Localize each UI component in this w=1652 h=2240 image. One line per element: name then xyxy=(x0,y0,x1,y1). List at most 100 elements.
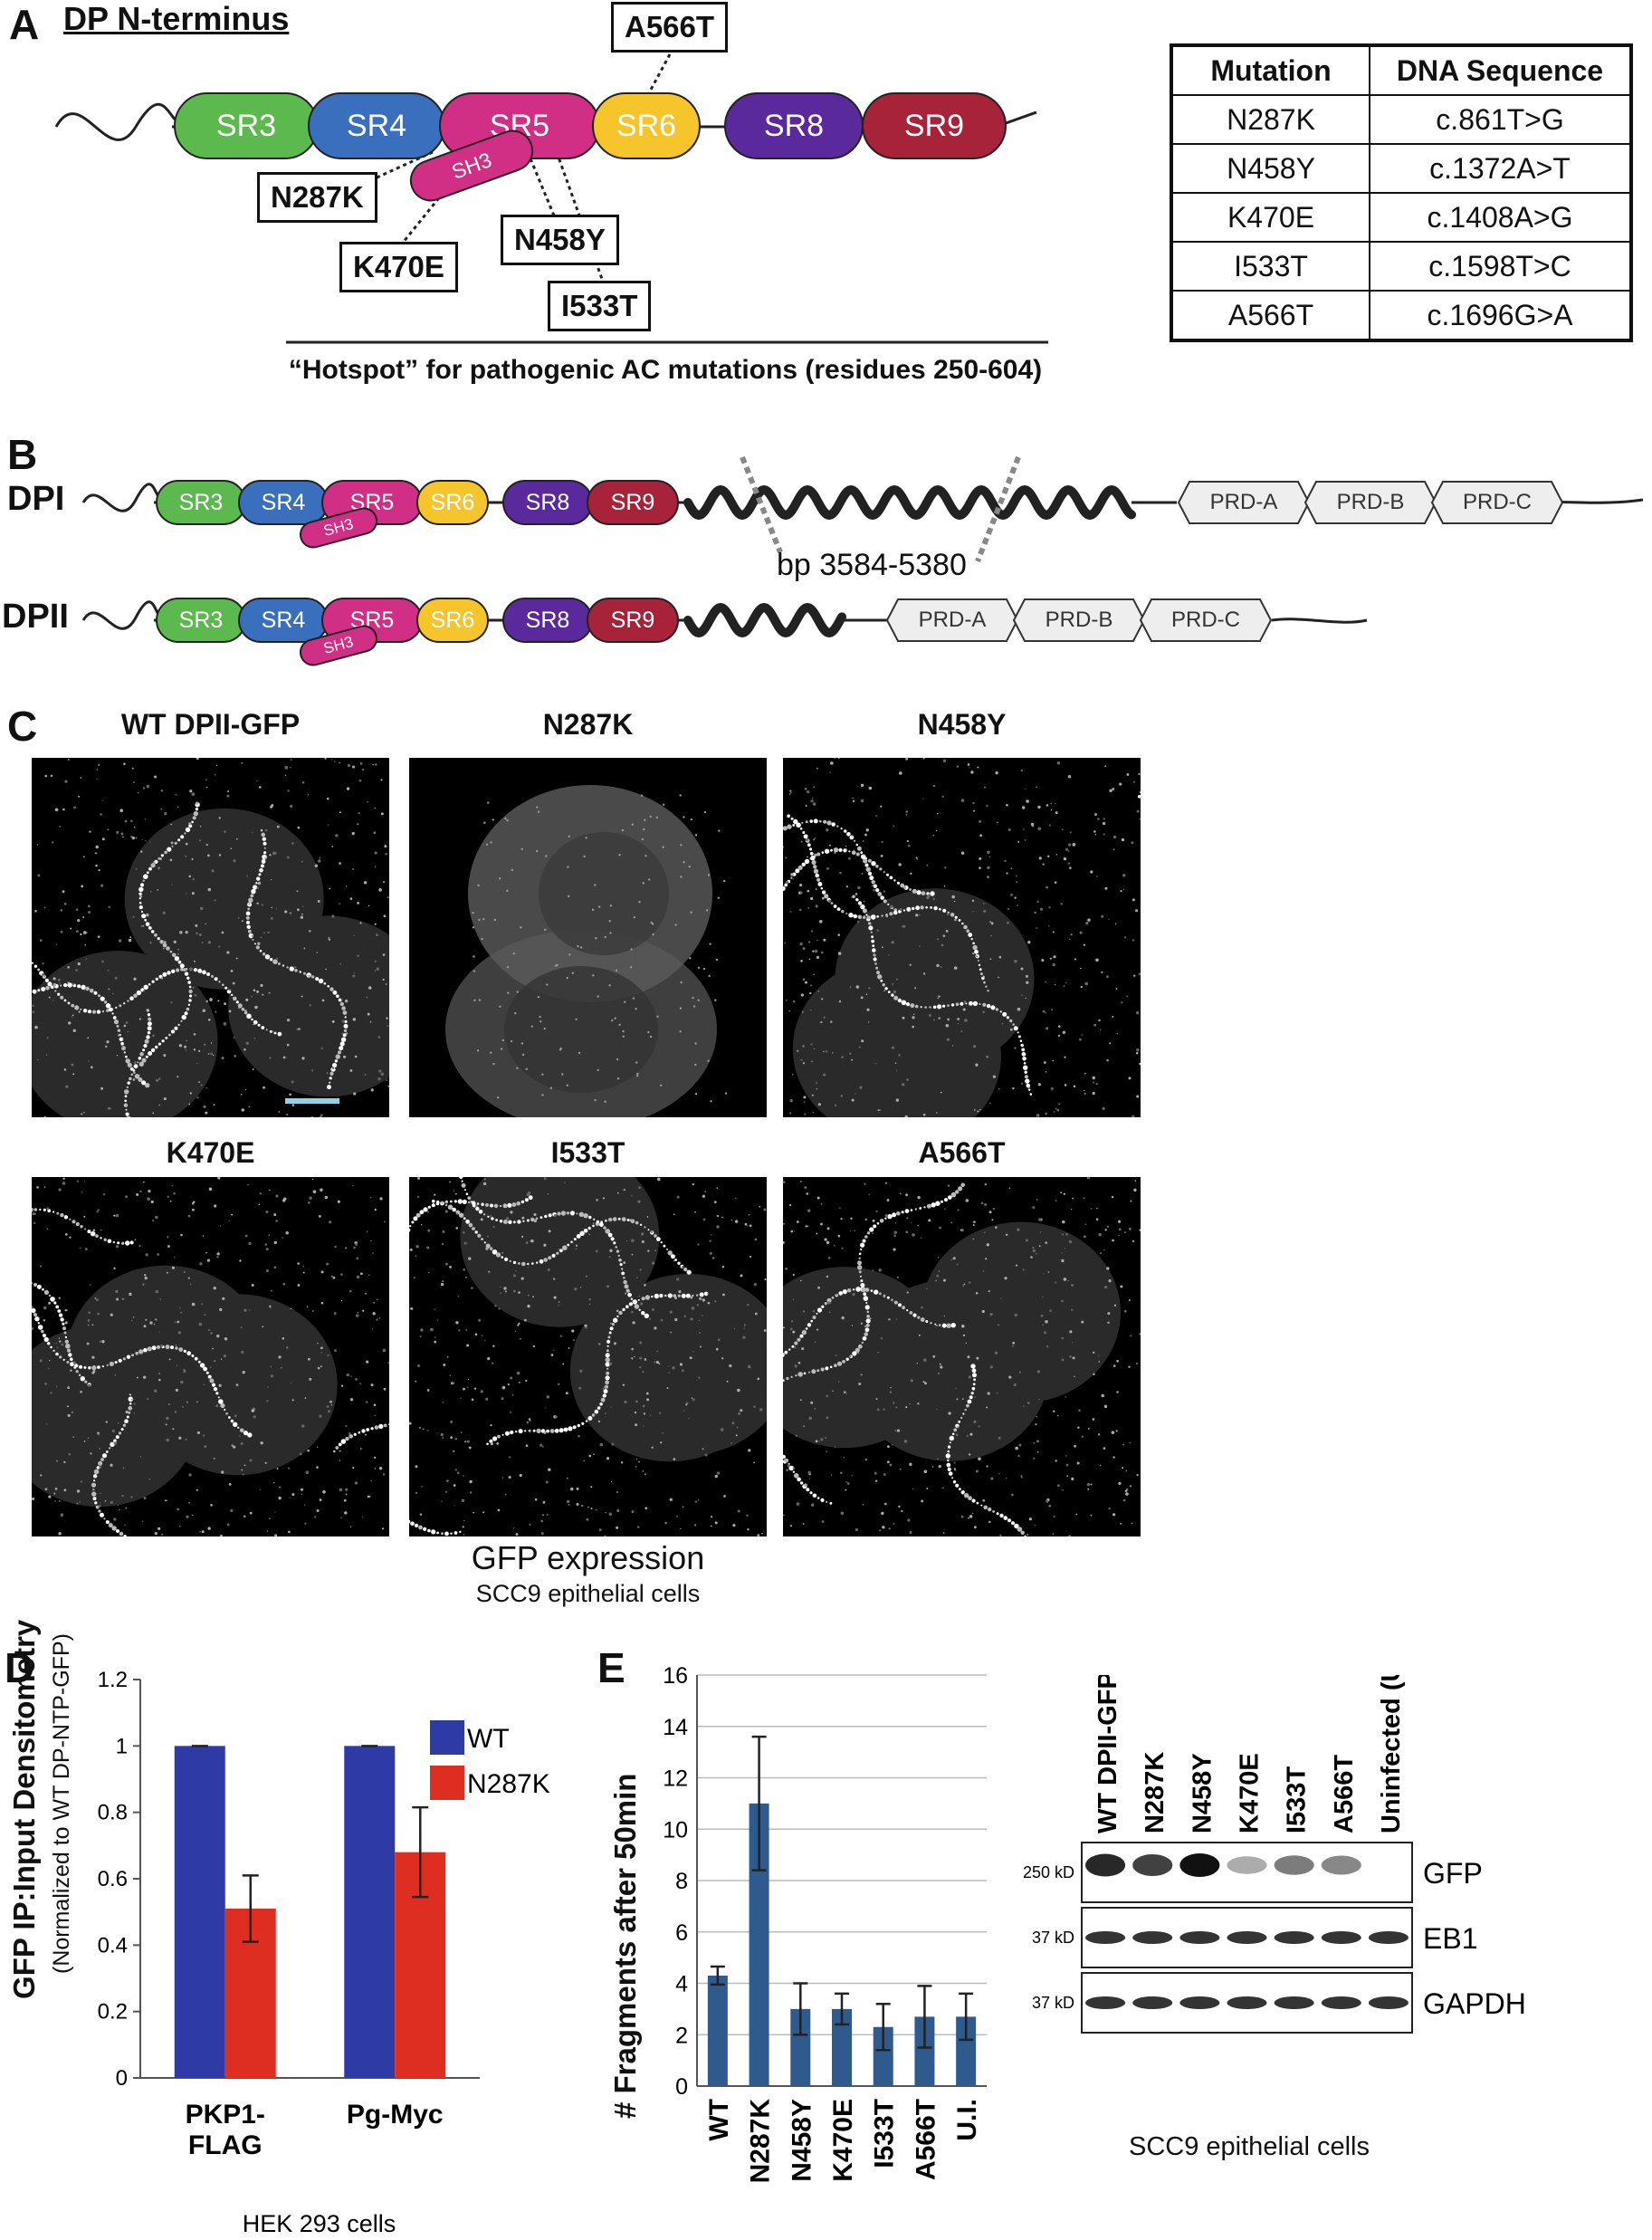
blot-kd-label: 37 kD xyxy=(1032,1994,1074,2012)
domain-sr9: SR9 xyxy=(862,92,1007,159)
y-tick-label: 0.6 xyxy=(98,1867,128,1891)
micrograph-i533t xyxy=(409,1177,767,1536)
image-title: WT DPII-GFP xyxy=(120,708,301,741)
blot-band xyxy=(1179,1853,1220,1877)
table-row: N458Y c.1372A>T xyxy=(1170,143,1632,194)
panel-b-letter: B xyxy=(7,431,38,478)
y-tick-label: 0 xyxy=(116,2066,128,2091)
bar-4 xyxy=(873,2026,893,2086)
bar-1 xyxy=(749,1803,769,2086)
dpii-domain-sr8: SR8 xyxy=(502,598,593,643)
scale-bar xyxy=(285,1098,339,1104)
blot-caption: SCC9 epithelial cells xyxy=(1129,2132,1370,2161)
table-cell: A566T xyxy=(1170,290,1370,341)
x-tick-label: A566T xyxy=(911,2099,941,2180)
dpi-domain-sr9: SR9 xyxy=(587,480,679,525)
mutation-n458y: N458Y xyxy=(501,215,619,265)
dpi-prd-c: PRD-C xyxy=(1430,480,1564,525)
y-tick-label: 2 xyxy=(675,2023,688,2048)
blot-lane-label: WT DPII-GFP xyxy=(1093,1675,1122,1833)
table-row: A566T c.1696G>A xyxy=(1170,290,1632,341)
bar-wt-1 xyxy=(344,1746,396,2078)
x-axis-label: HEK 293 cells xyxy=(243,2210,396,2237)
y-tick-label: 1.2 xyxy=(98,1668,128,1692)
panel-a-title: DP N-terminus xyxy=(63,0,290,37)
bp-range-label: bp 3584-5380 xyxy=(777,548,967,582)
blot-lane-label: N287K xyxy=(1141,1752,1170,1833)
blot-band xyxy=(1132,1931,1173,1944)
table-row: I533T c.1598T>C xyxy=(1170,241,1632,292)
western-blot: WT DPII-GFP N287K N458Y K470E I533T A566T Unin… xyxy=(1023,1675,1526,2034)
x-tick-label: K470E xyxy=(828,2099,858,2182)
micrograph-n458y xyxy=(783,758,1141,1117)
panel-a-letter: A xyxy=(9,1,40,48)
blot-lane-label: I533T xyxy=(1283,1766,1312,1833)
dpi-label: DPI xyxy=(7,480,65,518)
panel-c-subcaption: SCC9 epithelial cells xyxy=(475,1580,701,1607)
bar-wt-0 xyxy=(174,1746,225,2078)
legend-label: N287K xyxy=(467,1769,550,1799)
table-header: DNA Sequence xyxy=(1369,44,1632,96)
y-tick-label: 14 xyxy=(663,1715,688,1740)
hotspot-label: “Hotspot” for pathogenic AC mutations (r… xyxy=(288,355,1043,385)
x-tick-label: N458Y xyxy=(787,2099,816,2182)
domain-sr6: SR6 xyxy=(592,92,701,159)
panel-d-letter: D xyxy=(5,1644,35,1691)
blot-band xyxy=(1085,1853,1126,1877)
dpii-prd-a: PRD-A xyxy=(885,598,1019,643)
y-tick-label: 0 xyxy=(675,2074,688,2100)
x-tick-label: Pg-Myc xyxy=(347,2100,444,2130)
blot-lane-label: K470E xyxy=(1236,1753,1265,1833)
micrograph-wt xyxy=(32,758,389,1117)
image-title: N287K xyxy=(542,708,634,741)
image-title: N458Y xyxy=(917,708,1007,741)
blot-band xyxy=(1227,1856,1267,1874)
micrograph-k470e xyxy=(32,1177,389,1536)
table-cell: c.1408A>G xyxy=(1369,192,1632,243)
y-tick-label: 8 xyxy=(675,1869,688,1894)
image-title: A566T xyxy=(918,1136,1006,1169)
panel-e-chart: 0 2 4 6 8 10 12 14 16 WT N287K N458Y K470E I533T A566T… xyxy=(663,1666,987,2184)
y-tick-label: 16 xyxy=(663,1666,688,1689)
legend-swatch xyxy=(430,1720,464,1755)
blot-band xyxy=(1085,1996,1126,2009)
blot-lane-label: Uninfected (U.I.) xyxy=(1377,1675,1406,1833)
dpi-domain-sr4: SR4 xyxy=(238,480,329,525)
panel-d-chart: 0 0.2 0.4 0.6 0.8 1 1.2 PKP1-FLAG Pg-Myc WT N287K H… xyxy=(98,1668,550,2237)
blot-strip xyxy=(1081,1842,1413,1903)
blot-band xyxy=(1179,1996,1220,2009)
bar-3 xyxy=(832,2008,852,2086)
dpii-domain-sr4: SR4 xyxy=(238,598,329,643)
blot-band xyxy=(1227,1931,1267,1944)
dpii-domain-sr9: SR9 xyxy=(587,598,679,643)
mutation-a566t: A566T xyxy=(611,2,729,53)
table-cell: c.1598T>C xyxy=(1369,241,1632,292)
legend-label: WT xyxy=(467,1724,510,1754)
x-tick-label: I533T xyxy=(870,2099,900,2168)
table-cell: N287K xyxy=(1170,94,1370,145)
bar-2 xyxy=(790,2008,811,2086)
blot-row-label: EB1 xyxy=(1423,1922,1477,1955)
blot-band xyxy=(1179,1931,1220,1944)
panel-c-letter: C xyxy=(7,703,38,750)
dpi-domain-sr8: SR8 xyxy=(502,480,593,525)
dpi-prd-a: PRD-A xyxy=(1177,480,1311,525)
blot-band xyxy=(1274,1931,1314,1944)
mutation-i533t: I533T xyxy=(548,281,652,331)
y-tick-label: 1 xyxy=(116,1734,128,1758)
panel-a-backbone xyxy=(54,53,1048,344)
blot-lane-label: A566T xyxy=(1330,1755,1359,1833)
y-tick-label: 0.4 xyxy=(98,1933,128,1958)
y-tick-label: 0.2 xyxy=(98,2000,128,2025)
dpii-prd-b: PRD-B xyxy=(1012,598,1146,643)
x-tick-label: N287K xyxy=(746,2099,776,2184)
micrograph-n287k xyxy=(409,758,767,1117)
mutation-n287k: N287K xyxy=(257,172,377,223)
mutation-table: Mutation DNA Sequence N287K c.861T>G N458Y… xyxy=(1170,43,1633,342)
blot-band xyxy=(1321,1996,1361,2009)
blot-row-label: GFP xyxy=(1423,1857,1483,1890)
image-title: I533T xyxy=(550,1136,625,1169)
panel-e-letter: E xyxy=(597,1644,625,1691)
x-tick-label: U.I. xyxy=(952,2099,982,2141)
dpii-label: DPII xyxy=(2,598,69,636)
